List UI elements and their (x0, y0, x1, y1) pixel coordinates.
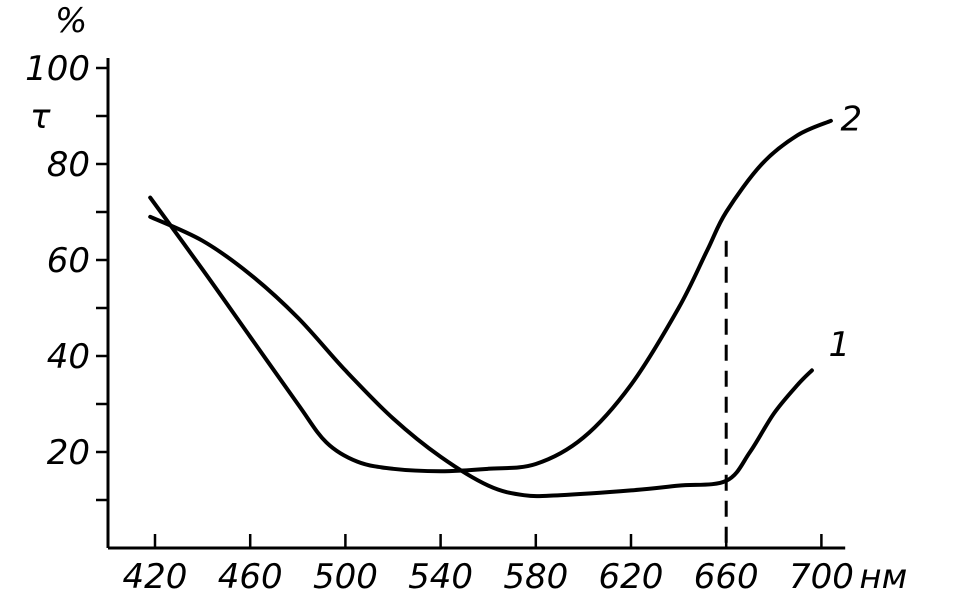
x-tick-label: 420 (123, 557, 188, 597)
labels: 20 40 60 80 100 420 460 500 540 580 620 660 700% τ нм 1… (25, 1, 907, 597)
y-tick-label: 80 (47, 145, 90, 185)
axes (106, 58, 846, 550)
curve-label-1: 1 (829, 325, 851, 365)
ticks (96, 66, 823, 548)
series-layer (148, 118, 833, 548)
curve-label-2: 2 (840, 99, 862, 139)
y-tick-label: 100 (25, 49, 90, 89)
y-tick-label: 40 (47, 337, 90, 377)
y-tick-label: 60 (47, 241, 90, 281)
series-line-2 (148, 214, 814, 499)
x-tick-label: 660 (694, 557, 759, 597)
x-tick-label: 580 (503, 557, 568, 597)
series-line-1 (148, 118, 833, 474)
x-tick-label: 540 (408, 557, 473, 597)
y-unit-label: % (55, 1, 87, 41)
x-tick-label: 500 (313, 557, 378, 597)
x-tick-label: 620 (599, 557, 664, 597)
y-axis-label: τ (30, 97, 51, 137)
x-unit-label: нм (859, 557, 907, 597)
x-tick-label: 700 (789, 557, 854, 597)
y-tick-label: 20 (47, 433, 90, 473)
x-tick-label: 460 (218, 557, 283, 597)
